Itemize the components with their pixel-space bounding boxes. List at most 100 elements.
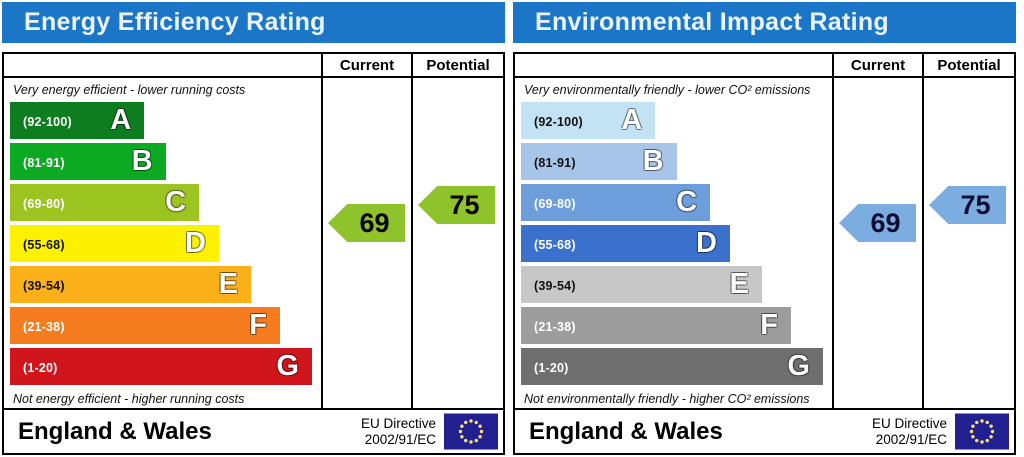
band-range-label: (81-91) [23, 155, 65, 170]
band-range-label: (1-20) [23, 360, 58, 375]
rating-band-c: (69-80) C [10, 184, 315, 225]
rating-scale-row: Very environmentally friendly - lower CO… [515, 78, 1014, 408]
top-caption: Very environmentally friendly - lower CO… [524, 83, 811, 97]
band-list: (92-100) A (81-91) B (69-80) C (55-68) D (39-54)… [10, 102, 315, 389]
potential-rating-cell: 75 [411, 78, 503, 408]
panel-title: Energy Efficiency Rating [24, 8, 326, 36]
potential-rating-value: 75 [449, 189, 480, 220]
band-bar: (1-20) G [10, 348, 312, 385]
band-bar: (81-91) B [10, 143, 166, 180]
potential-column-header: Potential [411, 54, 503, 76]
band-letter-label: A [621, 103, 643, 136]
footer-row: England & Wales EU Directive 2002/91/EC [4, 408, 503, 453]
band-range-label: (55-68) [534, 237, 576, 252]
rating-scale: Very energy efficient - lower running co… [4, 78, 321, 408]
current-rating-value: 69 [870, 207, 901, 238]
band-range-label: (1-20) [534, 360, 569, 375]
band-letter-label: E [218, 267, 238, 300]
band-bar: (92-100) A [521, 102, 656, 139]
band-bar: (39-54) E [521, 266, 762, 303]
eu-flag-icon [955, 413, 1009, 450]
header-spacer [4, 54, 321, 76]
rating-scale: Very environmentally friendly - lower CO… [515, 78, 832, 408]
rating-band-d: (55-68) D [10, 225, 315, 266]
current-column-header: Current [832, 54, 922, 76]
potential-rating-value: 75 [960, 189, 991, 220]
band-letter-label: C [165, 185, 187, 218]
band-range-label: (69-80) [23, 196, 65, 211]
band-range-label: (21-38) [23, 319, 65, 334]
rating-band-a: (92-100) A [521, 102, 826, 143]
band-letter-label: A [110, 103, 132, 136]
band-bar: (39-54) E [10, 266, 251, 303]
band-letter-label: E [729, 267, 749, 300]
band-range-label: (55-68) [23, 237, 65, 252]
band-letter-label: D [695, 226, 717, 259]
band-list: (92-100) A (81-91) B (69-80) C (55-68) D (39-54)… [521, 102, 826, 389]
band-range-label: (92-100) [23, 114, 72, 129]
rating-band-e: (39-54) E [521, 266, 826, 307]
current-rating-arrow: 69 [328, 204, 405, 242]
header-spacer [515, 54, 832, 76]
band-bar: (55-68) D [10, 225, 219, 262]
band-bar: (92-100) A [10, 102, 145, 139]
panel-title: Environmental Impact Rating [535, 8, 889, 36]
band-letter-label: C [676, 185, 698, 218]
column-header-row: Current Potential [4, 54, 503, 78]
energy-rating-table: Current Potential Very energy efficient … [2, 52, 505, 455]
environmental-impact-panel: Environmental Impact Rating Current Pote… [513, 2, 1016, 455]
band-letter-label: G [276, 349, 299, 382]
region-label: England & Wales [529, 417, 723, 445]
rating-band-f: (21-38) F [521, 307, 826, 348]
band-letter-label: B [642, 144, 664, 177]
bottom-caption: Not environmentally friendly - higher CO… [524, 392, 810, 406]
band-letter-label: B [131, 144, 153, 177]
rating-band-b: (81-91) B [10, 143, 315, 184]
current-column-header: Current [321, 54, 411, 76]
rating-band-d: (55-68) D [521, 225, 826, 266]
current-rating-value: 69 [359, 207, 390, 238]
rating-band-g: (1-20) G [10, 348, 315, 389]
rating-scale-row: Very energy efficient - lower running co… [4, 78, 503, 408]
band-bar: (1-20) G [521, 348, 823, 385]
eu-flag-icon [444, 413, 498, 450]
column-header-row: Current Potential [515, 54, 1014, 78]
rating-band-c: (69-80) C [521, 184, 826, 225]
current-rating-cell: 69 [321, 78, 411, 408]
rating-band-e: (39-54) E [10, 266, 315, 307]
potential-rating-arrow: 75 [418, 186, 495, 224]
potential-rating-arrow: 75 [929, 186, 1006, 224]
band-range-label: (39-54) [23, 278, 65, 293]
footer-row: England & Wales EU Directive 2002/91/EC [515, 408, 1014, 453]
band-range-label: (81-91) [534, 155, 576, 170]
rating-band-f: (21-38) F [10, 307, 315, 348]
eu-directive-label: EU Directive 2002/91/EC [871, 415, 947, 447]
band-range-label: (21-38) [534, 319, 576, 334]
band-range-label: (92-100) [534, 114, 583, 129]
eu-directive-label: EU Directive 2002/91/EC [360, 415, 436, 447]
rating-band-b: (81-91) B [521, 143, 826, 184]
environmental-title-bar: Environmental Impact Rating [513, 2, 1016, 43]
top-caption: Very energy efficient - lower running co… [13, 83, 246, 97]
rating-band-a: (92-100) A [10, 102, 315, 143]
current-rating-arrow: 69 [839, 204, 916, 242]
band-bar: (21-38) F [521, 307, 791, 344]
rating-band-g: (1-20) G [521, 348, 826, 389]
energy-efficiency-panel: Energy Efficiency Rating Current Potenti… [2, 2, 505, 455]
band-letter-label: G [787, 349, 810, 382]
environmental-rating-table: Current Potential Very environmentally f… [513, 52, 1016, 455]
current-rating-cell: 69 [832, 78, 922, 408]
band-bar: (81-91) B [521, 143, 677, 180]
potential-rating-cell: 75 [922, 78, 1014, 408]
band-bar: (69-80) C [10, 184, 200, 221]
region-label: England & Wales [18, 417, 212, 445]
band-bar: (21-38) F [10, 307, 280, 344]
band-range-label: (39-54) [534, 278, 576, 293]
band-range-label: (69-80) [534, 196, 576, 211]
potential-column-header: Potential [922, 54, 1014, 76]
band-letter-label: F [760, 308, 778, 341]
band-bar: (55-68) D [521, 225, 730, 262]
bottom-caption: Not energy efficient - higher running co… [13, 392, 245, 406]
energy-title-bar: Energy Efficiency Rating [2, 2, 505, 43]
